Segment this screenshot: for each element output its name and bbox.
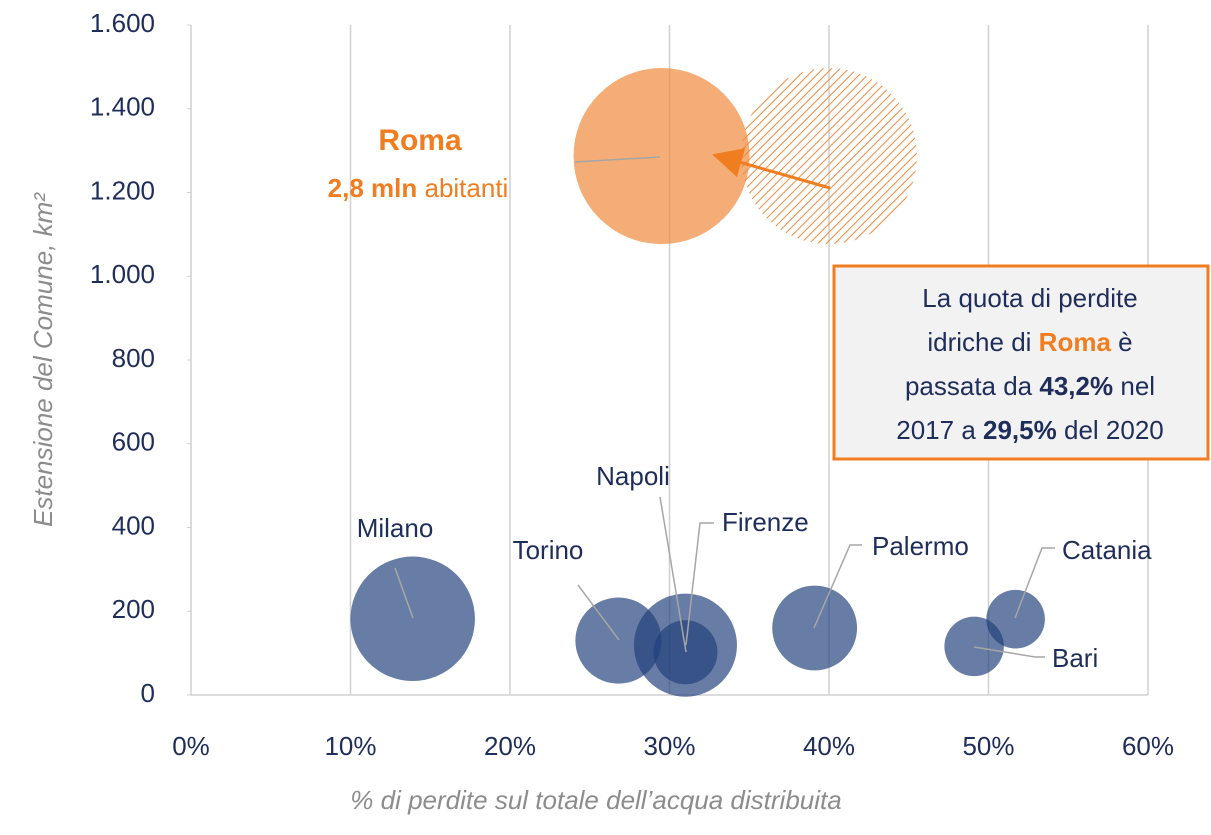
annotation: La quota di perdite idriche di Roma è pass…: [896, 283, 1164, 445]
x-tick-label: 30%: [643, 731, 695, 761]
plot: 0% 10% 20% 30% 40% 50% 60% 0 200 400 600 800 1.000 1.…: [90, 8, 1174, 761]
annotation-text: è: [1118, 327, 1132, 357]
x-axis-label: % di perdite sul totale dell’acqua distr…: [350, 785, 841, 815]
roma-population-value: 2,8 mln: [328, 173, 418, 203]
y-tick-label: 1.000: [90, 259, 155, 289]
roma-population: 2,8 mln abitanti: [328, 173, 509, 203]
y-axis-label: Estensione del Comune, km²: [28, 192, 58, 527]
x-tick-label: 20%: [484, 731, 536, 761]
bubble: [573, 68, 750, 245]
annotation-text: nel: [1120, 371, 1155, 401]
leader-line: [973, 646, 1045, 658]
leader-line: [577, 584, 620, 641]
annotation-line: La quota di perdite: [922, 283, 1137, 313]
bubble-label: Napoli: [596, 461, 670, 491]
annotation-text: passata da: [905, 371, 1033, 401]
bubble-label: Bari: [1052, 643, 1098, 673]
annotation-text: Roma: [1039, 327, 1112, 357]
y-tick-label: 1.600: [90, 8, 155, 38]
annotation-line: idriche di Roma è: [927, 327, 1132, 357]
y-tick-label: 1.400: [90, 92, 155, 122]
y-tick-label: 0: [141, 678, 155, 708]
annotation-text: 2017 a: [896, 415, 976, 445]
x-tick-label: 40%: [803, 731, 855, 761]
y-tick-label: 200: [112, 594, 155, 624]
roma-label: Roma: [378, 124, 462, 157]
y-tick-label: 1.200: [90, 175, 155, 205]
bubble-label: Firenze: [722, 507, 809, 537]
x-tick-label: 10%: [324, 731, 376, 761]
annotation-line: 2017 a 29,5% del 2020: [896, 415, 1164, 445]
leader-line: [394, 567, 414, 619]
bubble: [350, 556, 475, 682]
y-tick-label: 400: [112, 510, 155, 540]
annotation-text: 29,5%: [983, 415, 1057, 445]
bubble-label: Milano: [357, 513, 434, 543]
bubble-label: Palermo: [872, 531, 969, 561]
x-tick-label: 0%: [172, 731, 210, 761]
annotation-text: del 2020: [1064, 415, 1164, 445]
annotation-text: La quota di perdite: [922, 283, 1137, 313]
annotation-text: idriche di: [927, 327, 1031, 357]
annotation-text: 43,2%: [1039, 371, 1113, 401]
y-tick-label: 600: [112, 427, 155, 457]
leader-line: [813, 544, 862, 629]
previous-bubble: [740, 68, 918, 245]
x-tick-label: 50%: [962, 731, 1014, 761]
roma-leader: [574, 156, 661, 163]
x-tick-label: 60%: [1122, 731, 1174, 761]
y-tick-label: 800: [112, 343, 155, 373]
leader-line: [659, 496, 687, 653]
leader-line: [1014, 547, 1055, 619]
roma-population-unit: abitanti: [424, 173, 508, 203]
annotation-line: passata da 43,2% nel: [905, 371, 1155, 401]
roma-arrow: [712, 148, 831, 190]
annotation-box: [832, 264, 1210, 461]
bubble: [653, 620, 718, 685]
leader-line: [685, 522, 714, 646]
bubble-label: Torino: [513, 535, 584, 565]
bubble-label: Catania: [1062, 535, 1152, 565]
